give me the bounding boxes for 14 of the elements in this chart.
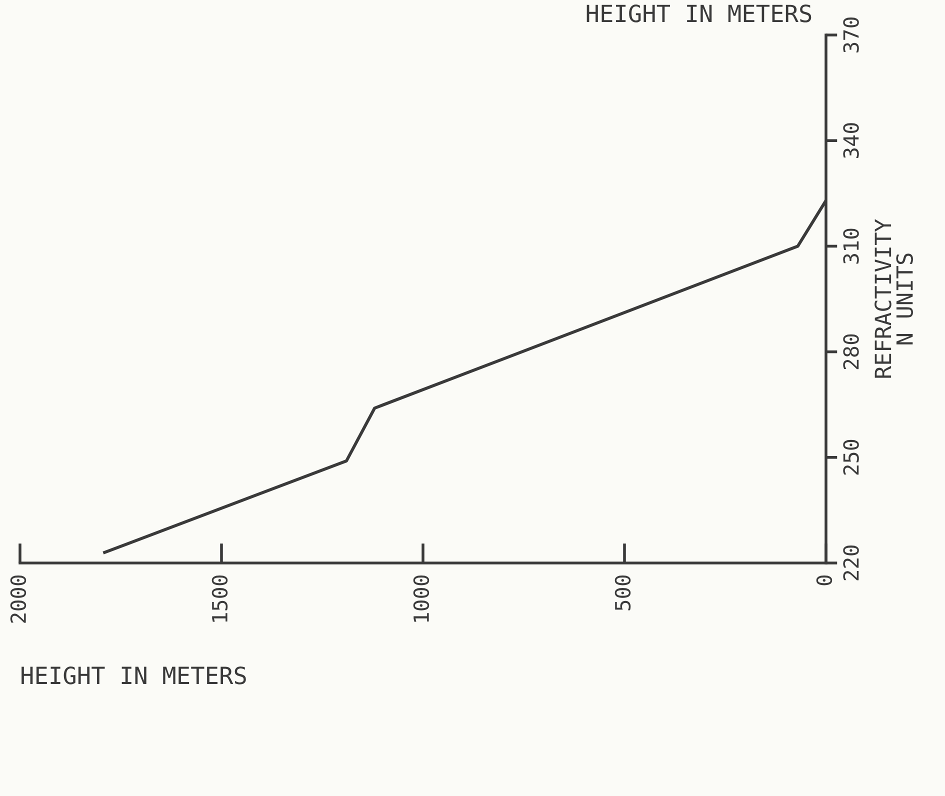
y-tick-label: 310 [843, 228, 859, 264]
x-tick-label: 1000 [413, 575, 430, 622]
text: HEIGHT IN METERS [586, 4, 812, 22]
y-tick-label: 370 [843, 18, 859, 52]
x-tick-label: 2000 [10, 575, 26, 623]
y-tick-label: 220 [843, 546, 859, 580]
y-axis-title: REFRACTIVITY N UNITS [874, 219, 913, 378]
x-tick-label: 500 [614, 575, 631, 610]
y-tick-label: 250 [843, 440, 859, 475]
x-tick-label: 1500 [212, 575, 228, 622]
x-axis-title: HEIGHT IN METERS [22, 666, 246, 684]
y-tick-label: 340 [843, 123, 859, 158]
y-tick-label: 280 [843, 334, 859, 370]
x-tick-label: 0 [816, 575, 832, 586]
